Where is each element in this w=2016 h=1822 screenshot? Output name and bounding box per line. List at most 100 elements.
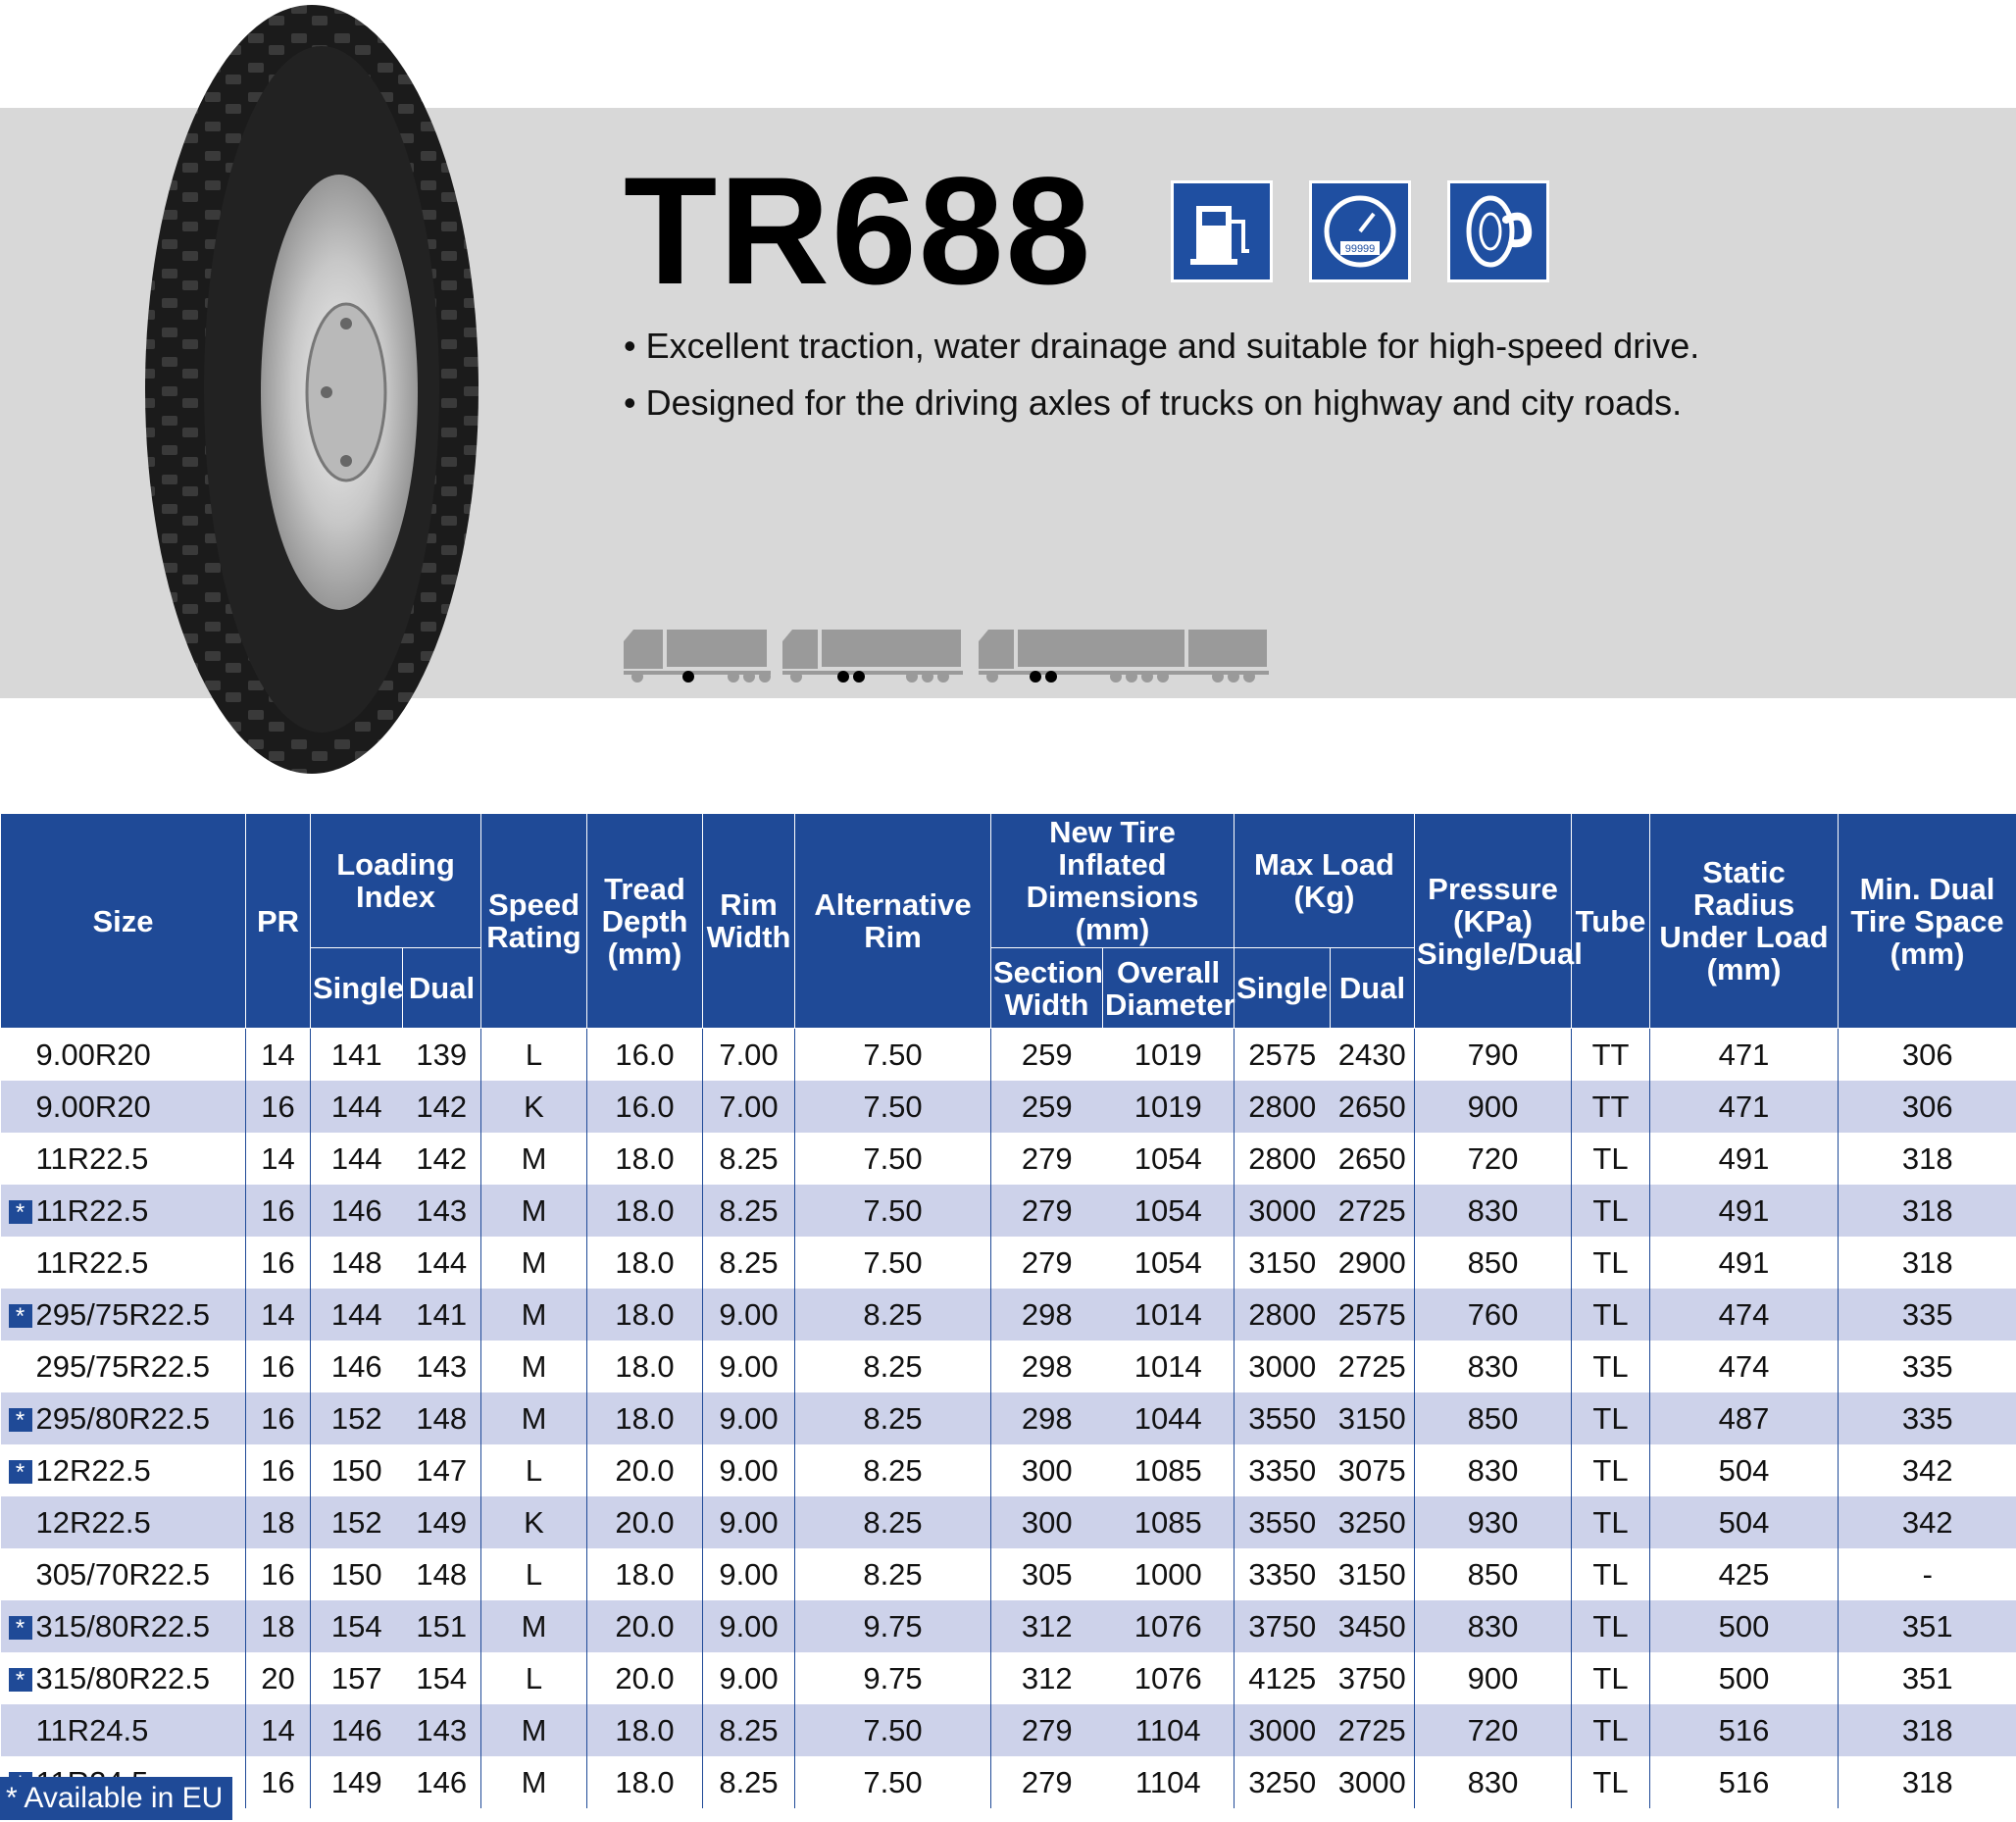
tread-depth-cell: 20.0 [586,1444,703,1496]
overall-diameter-cell: 1076 [1102,1600,1235,1652]
tube-cell: TL [1571,1444,1651,1496]
rim-width-cell: 9.00 [702,1548,795,1600]
table-row: 305/70R22.5 16 150 148 L 18.0 9.00 8.25 305 1000 3… [0,1548,2016,1600]
pr-cell: 16 [245,1237,311,1289]
max-load-single-cell: 2800 [1234,1081,1331,1133]
section-width-cell: 300 [990,1444,1103,1496]
loading-single-cell: 152 [310,1496,403,1548]
overall-diameter-cell: 1014 [1102,1341,1235,1392]
tube-cell: TL [1571,1704,1651,1756]
eu-star-icon: * [8,1460,32,1486]
loading-single-cell: 149 [310,1756,403,1808]
eu-star-icon: * [8,1616,32,1642]
rim-width-cell: 8.25 [702,1756,795,1808]
max-load-single-cell: 3350 [1234,1444,1331,1496]
table-row: * 295/75R22.5 14 144 141 M 18.0 9.00 8.25 298 1014… [0,1289,2016,1341]
header-overall-diameter: Overall Diameter [1101,947,1235,1029]
max-load-single-cell: 3250 [1234,1756,1331,1808]
loading-dual-cell: 139 [402,1028,481,1081]
max-load-single-cell: 2800 [1234,1289,1331,1341]
overall-diameter-cell: 1054 [1102,1237,1235,1289]
alternative-rim-cell: 7.50 [794,1756,991,1808]
loading-single-cell: 144 [310,1133,403,1185]
pressure-cell: 830 [1414,1444,1573,1496]
eu-star-icon: * [8,1304,32,1330]
max-load-dual-cell: 2575 [1330,1289,1416,1341]
pr-cell: 18 [245,1600,311,1652]
truck-road-train-icon [979,630,1269,683]
truck-application-icons [624,630,1269,683]
size-label: 11R22.5 [35,1192,149,1228]
table-row: 9.00R20 16 144 142 K 16.0 7.00 7.50 259 1019 2800 2… [0,1081,2016,1133]
section-width-cell: 279 [990,1704,1103,1756]
static-radius-cell: 500 [1649,1600,1840,1652]
speed-rating-cell: M [480,1185,587,1237]
max-load-single-cell: 3000 [1234,1185,1331,1237]
alternative-rim-cell: 8.25 [794,1496,991,1548]
max-load-dual-cell: 3150 [1330,1548,1416,1600]
speed-rating-cell: M [480,1237,587,1289]
pressure-cell: 830 [1414,1341,1573,1392]
header-section-width: Section Width [990,947,1103,1029]
static-radius-cell: 487 [1649,1392,1840,1444]
overall-diameter-cell: 1085 [1102,1496,1235,1548]
loading-single-cell: 146 [310,1704,403,1756]
max-load-single-cell: 3750 [1234,1600,1331,1652]
pressure-cell: 850 [1414,1392,1573,1444]
header-size: Size [0,813,246,1029]
section-width-cell: 298 [990,1289,1103,1341]
max-load-single-cell: 3550 [1234,1496,1331,1548]
section-width-cell: 259 [990,1081,1103,1133]
size-cell: * 12R22.5 [0,1444,246,1496]
overall-diameter-cell: 1104 [1102,1704,1235,1756]
loading-single-cell: 146 [310,1341,403,1392]
truck-tandem-axle-trailer-icon [782,630,963,683]
eu-star-icon: * [6,1782,18,1814]
section-width-cell: 298 [990,1341,1103,1392]
tread-depth-cell: 20.0 [586,1496,703,1548]
size-label: 295/80R22.5 [35,1400,211,1436]
min-dual-space-cell: 318 [1838,1237,2016,1289]
tread-depth-cell: 18.0 [586,1392,703,1444]
size-label: 315/80R22.5 [35,1608,211,1644]
tire-image [145,5,479,774]
tube-cell: TT [1571,1028,1651,1081]
static-radius-cell: 504 [1649,1496,1840,1548]
size-label: 295/75R22.5 [35,1348,211,1384]
rim-width-cell: 9.00 [702,1444,795,1496]
alternative-rim-cell: 7.50 [794,1081,991,1133]
table-row: * 315/80R22.5 20 157 154 L 20.0 9.00 9.75 312 1076… [0,1652,2016,1704]
size-cell: 12R22.5 [0,1496,246,1548]
table-row: 295/75R22.5 16 146 143 M 18.0 9.00 8.25 298 1014 3… [0,1341,2016,1392]
header-tread-depth: Tread Depth (mm) [586,813,703,1029]
table-row: *11R24.516149146M18.08.257.5027911043250… [0,1756,2016,1808]
alternative-rim-cell: 8.25 [794,1392,991,1444]
eu-star-icon: * [8,1668,32,1694]
min-dual-space-cell: 306 [1838,1081,2016,1133]
pressure-cell: 850 [1414,1237,1573,1289]
header-max-load-dual: Dual [1330,947,1416,1029]
header-loading-single: Single [310,947,404,1029]
tread-depth-cell: 18.0 [586,1237,703,1289]
tube-cell: TL [1571,1289,1651,1341]
rim-width-cell: 7.00 [702,1028,795,1081]
loading-single-cell: 146 [310,1185,403,1237]
header-tube: Tube [1571,813,1651,1029]
overall-diameter-cell: 1014 [1102,1289,1235,1341]
loading-dual-cell: 144 [402,1237,481,1289]
size-cell: 295/75R22.5 [0,1341,246,1392]
tube-cell: TL [1571,1392,1651,1444]
loading-dual-cell: 148 [402,1392,481,1444]
size-cell: 11R24.5 [0,1704,246,1756]
size-label: 305/70R22.5 [35,1556,211,1592]
loading-single-cell: 144 [310,1289,403,1341]
pressure-cell: 900 [1414,1652,1573,1704]
min-dual-space-cell: 351 [1838,1600,2016,1652]
pressure-cell: 830 [1414,1756,1573,1808]
min-dual-space-cell: 318 [1838,1133,2016,1185]
size-cell: 11R22.5 [0,1133,246,1185]
tread-depth-cell: 18.0 [586,1341,703,1392]
rim-width-cell: 8.25 [702,1133,795,1185]
alternative-rim-cell: 8.25 [794,1341,991,1392]
size-cell: * 315/80R22.5 [0,1600,246,1652]
